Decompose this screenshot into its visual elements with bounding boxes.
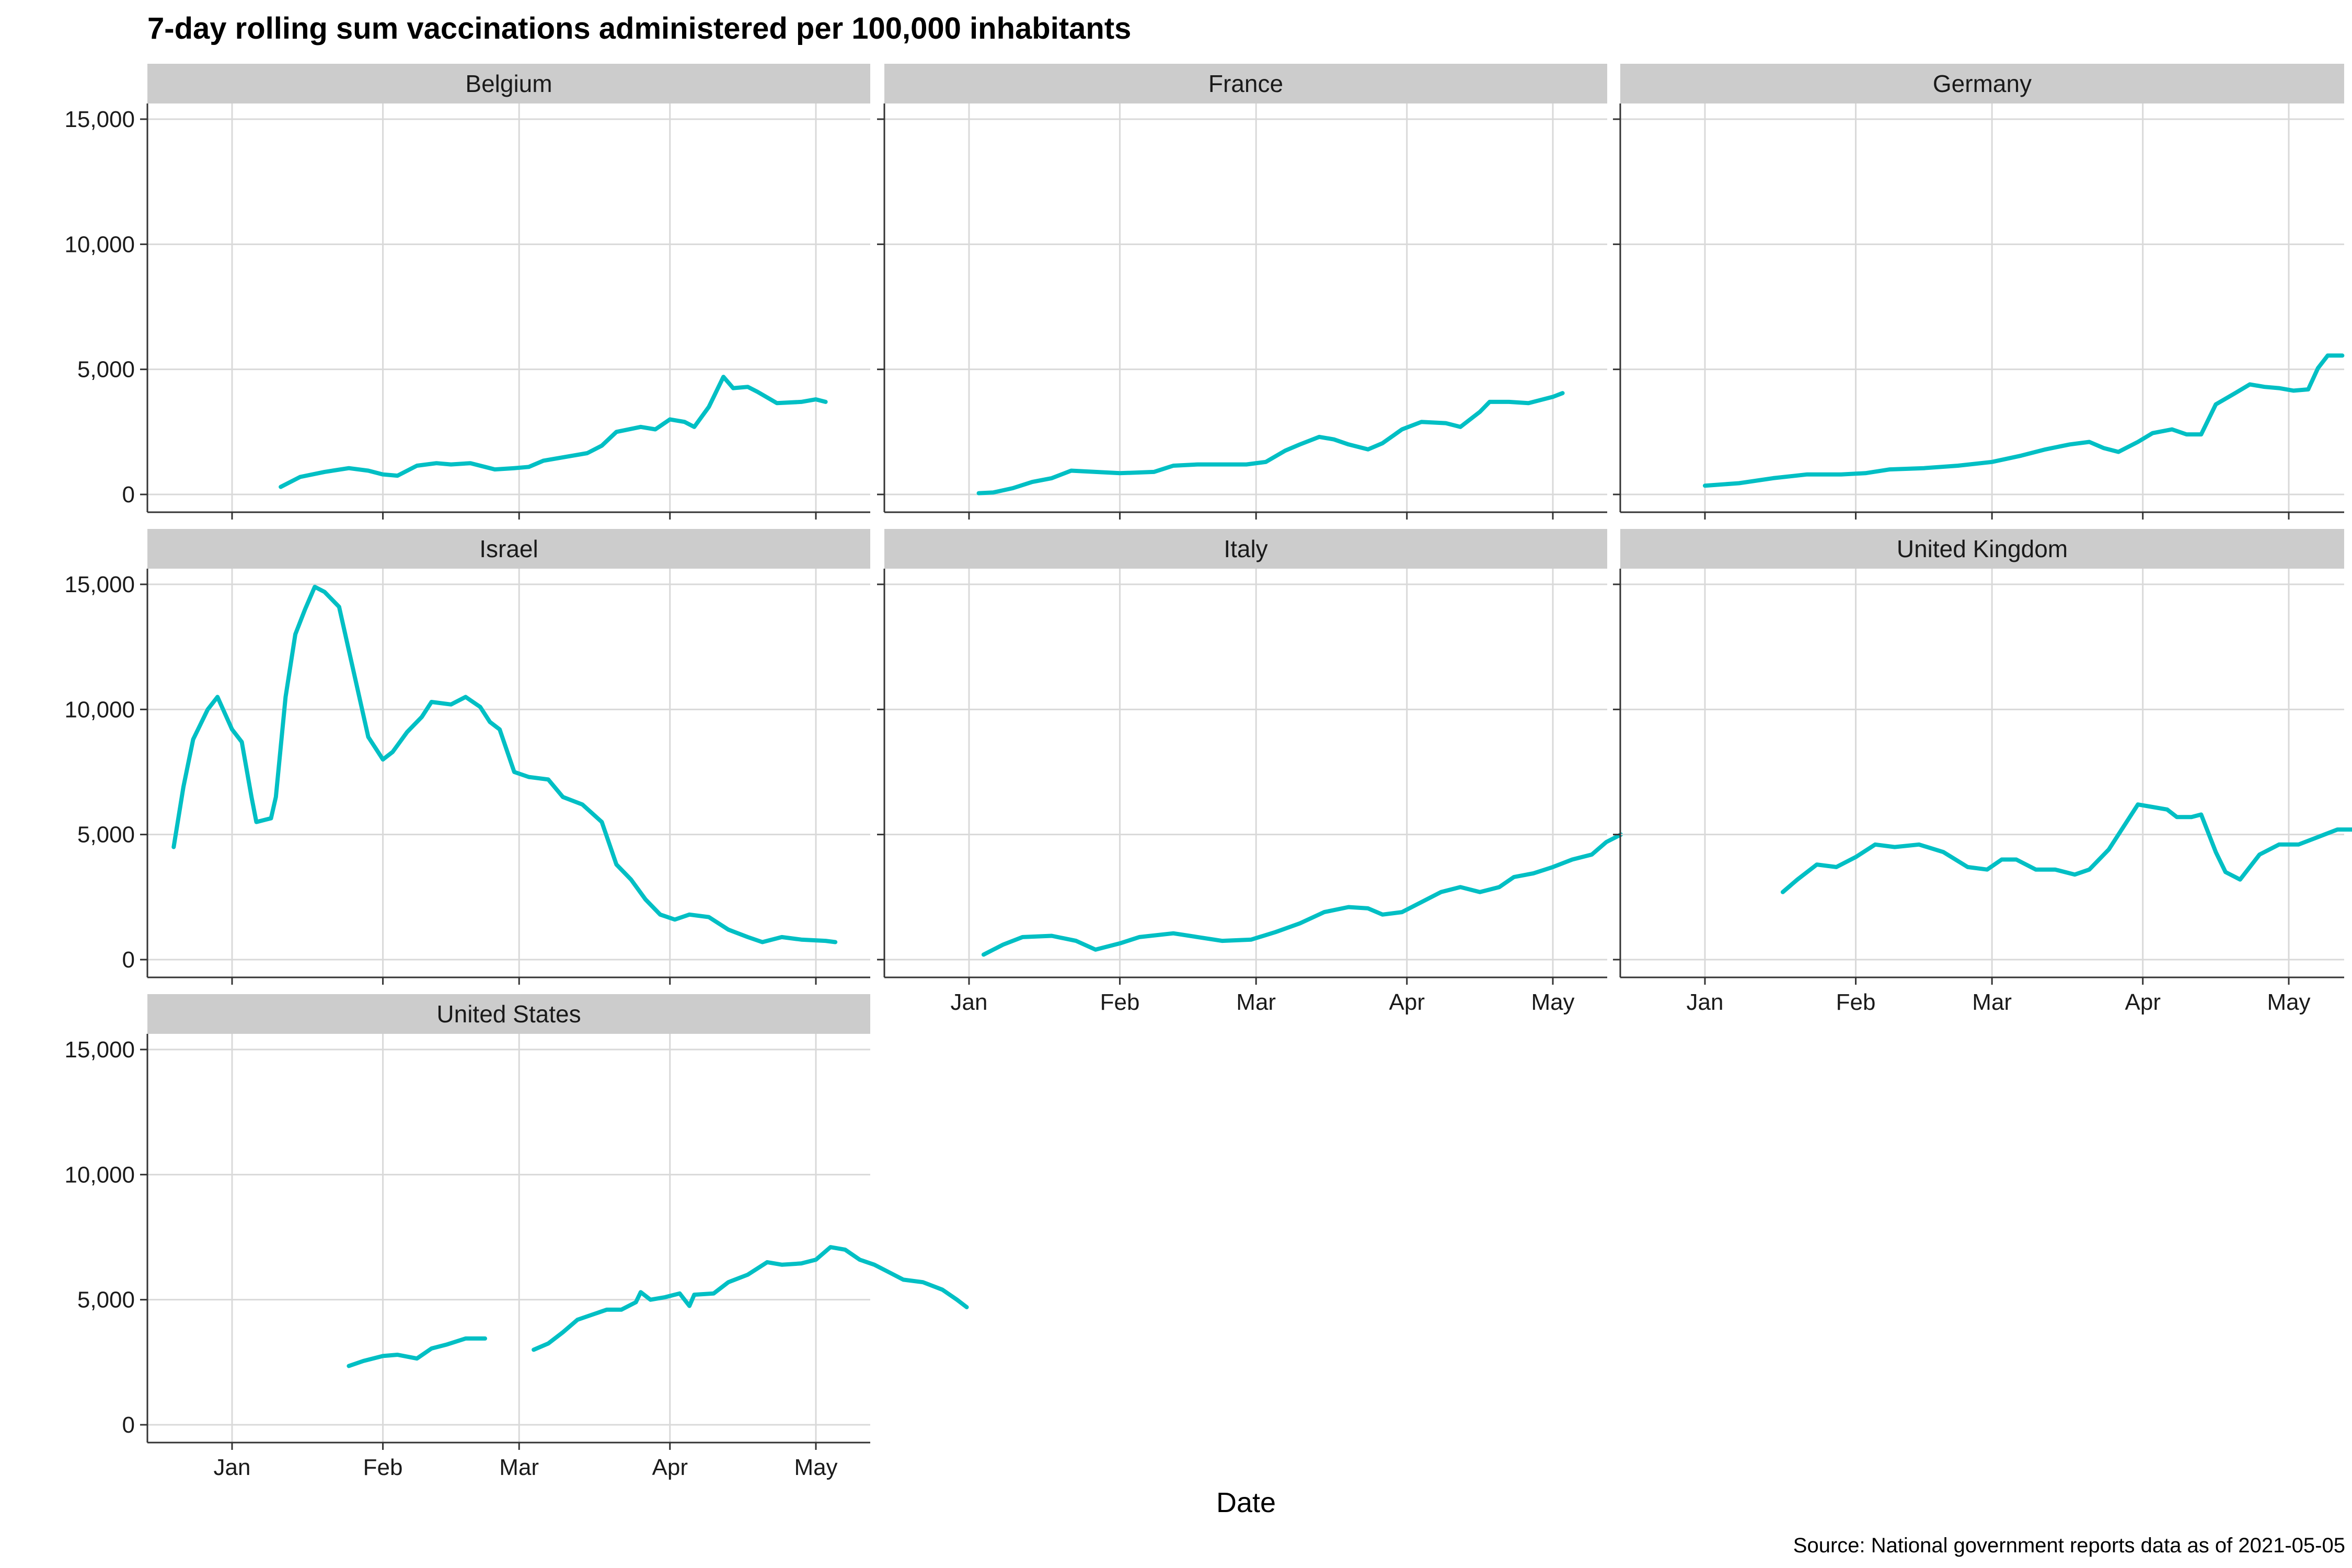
facet-belgium: Belgium 0 5,000 10,000 15,000 <box>64 64 870 520</box>
y-tick-label: 0 <box>122 947 135 973</box>
series-line-united-states <box>532 1245 969 1352</box>
x-tick-label: Jan <box>214 1455 251 1480</box>
series-line-italy <box>981 832 1623 957</box>
facet-united-states: United States Jan Feb Mar Apr May 0 5,000 10,000… <box>64 994 969 1480</box>
facet-strip-label: Germany <box>1933 70 2032 97</box>
y-tick-label: 15,000 <box>64 107 135 132</box>
x-tick-label: May <box>1531 989 1574 1015</box>
chart-caption: Source: National government reports data… <box>1793 1534 2345 1557</box>
y-tick-label: 10,000 <box>64 697 135 722</box>
facet-strip <box>147 529 870 569</box>
y-tick-label: 0 <box>122 482 135 508</box>
y-tick-label: 15,000 <box>64 572 135 597</box>
facet-strip-label: United Kingdom <box>1897 535 2068 562</box>
x-tick-label: Apr <box>652 1455 688 1480</box>
facet-strip <box>1620 529 2344 569</box>
facet-strip-label: Israel <box>479 535 538 562</box>
series-line-israel <box>171 584 838 944</box>
facet-strip <box>147 994 870 1034</box>
series-line-france <box>976 391 1565 495</box>
y-tick-label: 10,000 <box>64 1162 135 1187</box>
series-line-germany <box>1703 353 2345 488</box>
facet-italy: Italy Jan Feb Mar Apr May <box>877 529 1623 1015</box>
facet-strip-label: France <box>1208 70 1283 97</box>
facet-strip-label: Belgium <box>465 70 552 97</box>
facet-germany: Germany <box>1613 64 2345 520</box>
x-tick-label: Feb <box>1836 989 1876 1015</box>
y-tick-label: 15,000 <box>64 1037 135 1063</box>
x-axis-title: Date <box>1216 1487 1276 1518</box>
facet-strip <box>147 64 870 103</box>
facet-strip <box>1620 64 2344 103</box>
x-tick-label: Feb <box>1100 989 1140 1015</box>
facet-strip <box>884 529 1607 569</box>
facet-strip-label: United States <box>436 1000 581 1028</box>
y-tick-label: 5,000 <box>77 822 135 848</box>
x-tick-label: Mar <box>1236 989 1276 1015</box>
series-line-united-states <box>347 1336 487 1368</box>
x-tick-label: Jan <box>1687 989 1724 1015</box>
series-line-belgium <box>279 375 828 489</box>
facet-israel: Israel 0 5,000 10,000 15,000 <box>64 529 870 985</box>
x-tick-label: May <box>794 1455 837 1480</box>
y-tick-label: 10,000 <box>64 232 135 257</box>
facet-france: France <box>877 64 1607 520</box>
series-line-united-kingdom <box>1780 802 2352 894</box>
x-tick-label: Jan <box>951 989 988 1015</box>
x-tick-label: Mar <box>499 1455 539 1480</box>
y-tick-label: 5,000 <box>77 357 135 383</box>
x-tick-label: May <box>2267 989 2310 1015</box>
facet-strip-label: Italy <box>1224 535 1267 562</box>
facet-united-kingdom: United Kingdom Jan Feb Mar Apr May <box>1613 529 2352 1015</box>
x-tick-label: Apr <box>2125 989 2161 1015</box>
facet-panels: Belgium 0 5,000 10,000 15,000 France Germany Is… <box>64 64 2352 1480</box>
x-tick-label: Feb <box>363 1455 403 1480</box>
y-tick-label: 5,000 <box>77 1287 135 1313</box>
y-tick-label: 0 <box>122 1412 135 1438</box>
x-tick-label: Mar <box>1972 989 2012 1015</box>
facet-strip <box>884 64 1607 103</box>
x-tick-label: Apr <box>1389 989 1425 1015</box>
chart-title: 7-day rolling sum vaccinations administe… <box>147 11 1131 45</box>
